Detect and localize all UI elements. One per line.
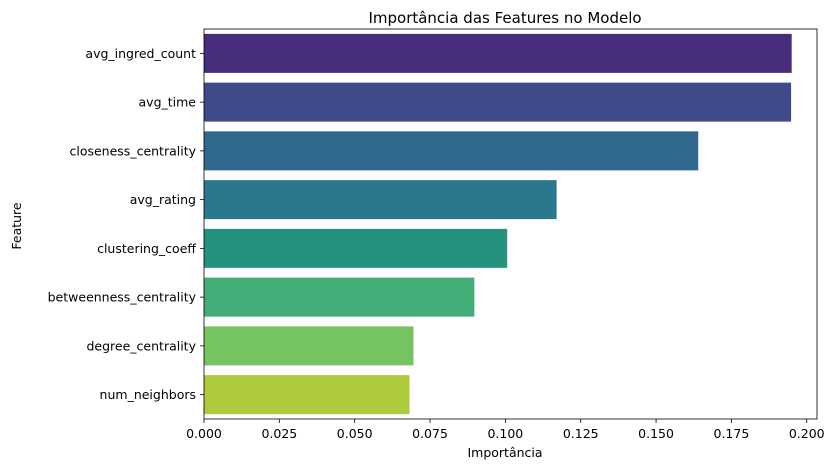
y-tick-label: avg_rating [130, 192, 196, 207]
y-tick-label: avg_time [139, 95, 197, 110]
x-tick-label: 0.125 [563, 426, 599, 441]
bar-clustering_coeff [204, 228, 508, 268]
bar-avg_time [204, 82, 792, 122]
x-tick-label: 0.100 [487, 426, 523, 441]
bar-num_neighbors [204, 375, 410, 415]
x-tick-label: 0.200 [789, 426, 825, 441]
x-axis-ticks: 0.000 0.025 0.050 0.075 0.100 0.125 0.150 0.175… [186, 419, 825, 441]
y-tick-label: num_neighbors [100, 387, 196, 402]
x-axis-label: Importância [467, 445, 542, 460]
y-tick-label: avg_ingred_count [85, 46, 196, 61]
y-tick-label: degree_centrality [87, 338, 197, 353]
x-tick-label: 0.050 [337, 426, 373, 441]
bars-layer [204, 33, 792, 415]
bar-degree_centrality [204, 326, 414, 366]
y-axis-ticks: avg_ingred_count avg_time closeness_centra… [48, 46, 204, 402]
bar-avg_rating [204, 180, 557, 220]
y-tick-label: closeness_centrality [69, 143, 196, 158]
y-axis-label: Feature [9, 202, 24, 250]
chart-title: Importância das Features no Modelo [368, 9, 641, 27]
x-tick-label: 0.075 [412, 426, 448, 441]
bar-avg_ingred_count [204, 33, 792, 73]
x-tick-label: 0.150 [638, 426, 674, 441]
x-tick-label: 0.025 [261, 426, 297, 441]
x-tick-label: 0.175 [714, 426, 750, 441]
x-tick-label: 0.000 [186, 426, 222, 441]
bar-betweenness_centrality [204, 277, 475, 317]
y-tick-label: betweenness_centrality [48, 290, 197, 305]
bar-closeness_centrality [204, 131, 699, 171]
plot-frame [203, 28, 818, 420]
y-tick-label: clustering_coeff [97, 241, 196, 256]
